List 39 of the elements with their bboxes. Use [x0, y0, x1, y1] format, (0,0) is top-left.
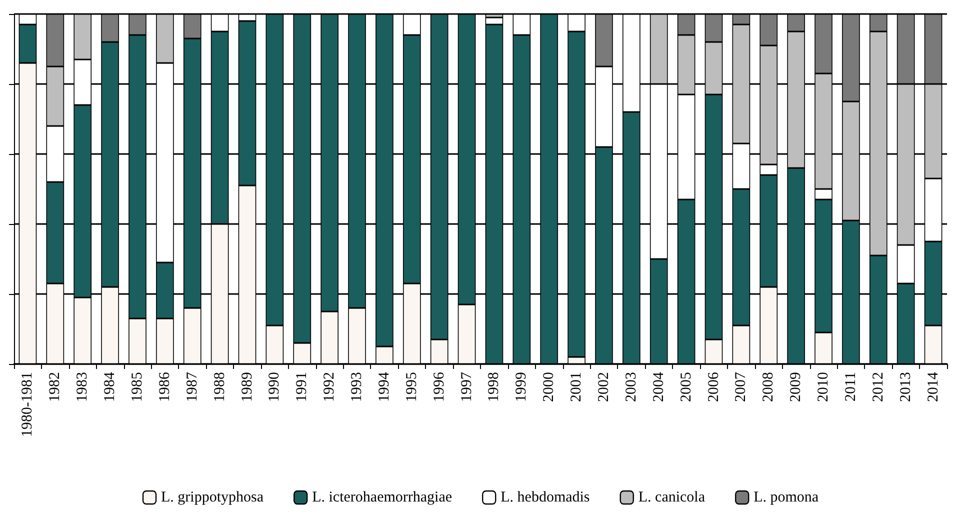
legend-label: L. hebdomadis — [500, 490, 590, 506]
x-tick-label: 1987 — [184, 372, 200, 402]
x-tick-label: 2010 — [816, 372, 832, 402]
x-tick-label: 1983 — [74, 372, 91, 402]
x-tick-label: 2014 — [925, 372, 942, 402]
x-tick-label: 1998 — [486, 372, 502, 402]
x-tick-label: 2003 — [623, 372, 640, 402]
x-tick-label: 2007 — [733, 372, 750, 402]
x-tick-label: 2001 — [568, 372, 585, 402]
x-tick-label: 2008 — [760, 372, 777, 402]
x-tick-label: 1986 — [156, 372, 173, 402]
legend-label: L. pomona — [754, 490, 819, 506]
x-tick-label: 1980-1981 — [20, 372, 36, 437]
x-tick-label: 1988 — [212, 372, 228, 402]
x-tick-label: 2000 — [541, 372, 558, 402]
x-tick-label: 1992 — [322, 372, 338, 402]
x-tick-label: 2012 — [870, 372, 886, 402]
x-tick-label: 1995 — [404, 372, 420, 402]
x-tick-label: 1999 — [514, 372, 530, 402]
x-tick-label: 2011 — [842, 372, 859, 402]
x-tick-label: 2009 — [788, 372, 804, 402]
x-tick-label: 2004 — [650, 372, 667, 402]
x-tick-label: 1991 — [294, 372, 310, 402]
x-tick-label: 1982 — [47, 372, 64, 402]
x-tick-label: 1984 — [102, 372, 118, 402]
x-tick-label: 1993 — [349, 372, 366, 402]
legend-label: L. canicola — [638, 490, 706, 506]
x-tick-label: 2013 — [898, 372, 914, 402]
x-tick-label: 2002 — [596, 372, 612, 402]
x-tick-label: 2006 — [706, 372, 722, 402]
x-tick-label: 1989 — [239, 372, 256, 402]
x-tick-label: 1985 — [129, 372, 146, 402]
x-tick-label: 1997 — [458, 372, 475, 402]
x-tick-label: 1990 — [266, 372, 283, 402]
legend-label: L. grippotyphosa — [161, 490, 264, 506]
x-tick-label: 2005 — [678, 372, 694, 402]
x-tick-label: 1994 — [376, 372, 392, 402]
x-tick-label: 1996 — [431, 372, 448, 402]
legend-label: L. icterohaemorrhagiae — [312, 490, 452, 506]
